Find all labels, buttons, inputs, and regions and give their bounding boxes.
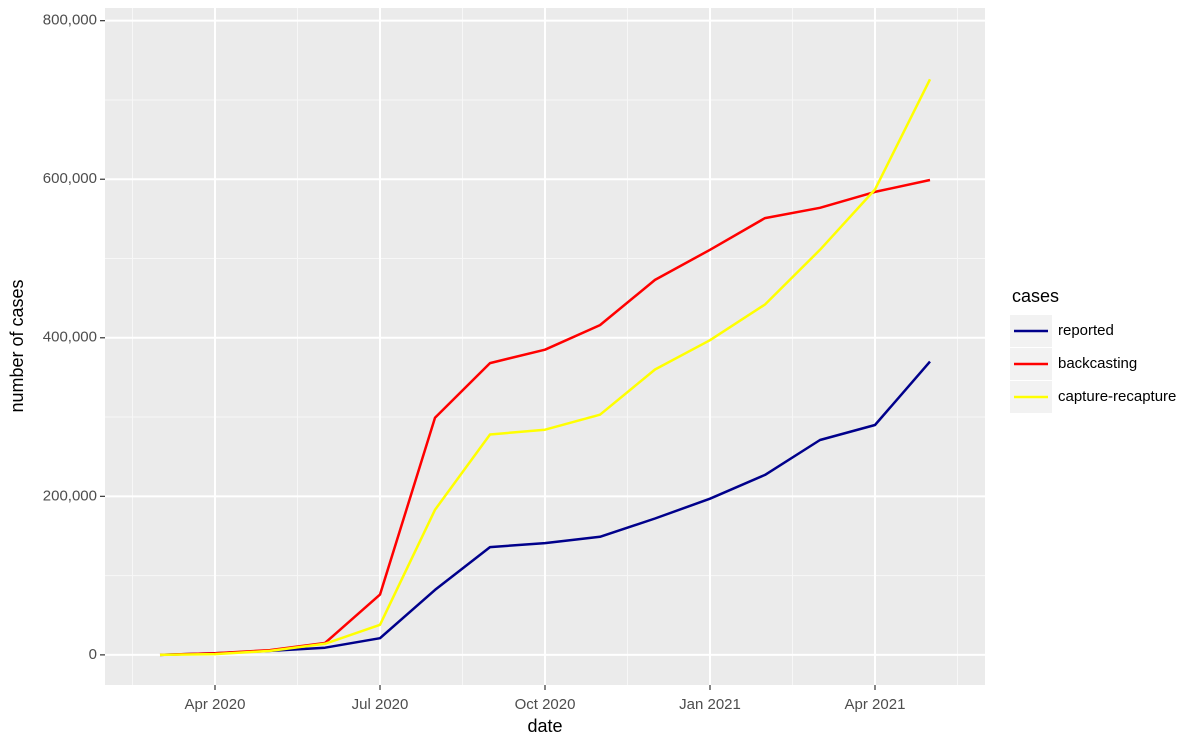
x-tick-label: Apr 2021 [845, 696, 906, 713]
lines [159, 78, 932, 657]
legend: cases reported backcasting capture-recaptu… [1010, 286, 1176, 413]
y-tick-label: 0 [89, 646, 97, 663]
y-tick-label: 800,000 [43, 12, 97, 29]
x-tick-label: Apr 2020 [185, 696, 246, 713]
x-axis-title: date [527, 716, 562, 736]
legend-label: reported [1058, 322, 1114, 339]
legend-title: cases [1012, 286, 1059, 306]
y-tick-label: 400,000 [43, 329, 97, 346]
x-tick-label: Jul 2020 [352, 696, 409, 713]
grid [105, 8, 985, 685]
series-line [159, 360, 931, 657]
y-tick-label: 600,000 [43, 170, 97, 187]
y-tick-label: 200,000 [43, 487, 97, 504]
x-tick-label: Oct 2020 [515, 696, 576, 713]
x-tick-label: Jan 2021 [679, 696, 741, 713]
legend-label: backcasting [1058, 355, 1137, 372]
axes: 0 200,000 400,000 600,000 800,000 Apr 2020 Jul… [43, 12, 906, 713]
y-axis-title: number of cases [7, 279, 27, 412]
series-line [159, 78, 932, 657]
legend-label: capture-recapture [1058, 388, 1176, 405]
